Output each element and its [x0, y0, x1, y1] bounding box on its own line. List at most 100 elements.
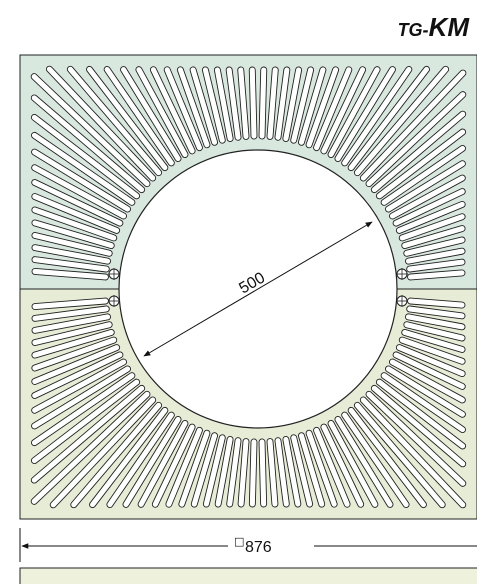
width-square-symbol: □ — [234, 535, 244, 548]
radial-slot — [313, 426, 351, 508]
radial-slot — [120, 66, 182, 162]
radial-slot — [226, 437, 242, 508]
radial-slot — [190, 432, 218, 508]
radial-slot — [365, 91, 467, 188]
radial-slot — [31, 164, 127, 220]
radial-slot — [266, 438, 279, 508]
radial-slot — [31, 336, 118, 372]
radial-slot — [213, 66, 234, 143]
radial-slot — [31, 231, 113, 257]
radial-slot — [31, 372, 136, 447]
product-code-prefix: TG- — [397, 20, 429, 40]
radial-slot — [258, 66, 268, 140]
radial-slot — [106, 411, 175, 508]
width-label: 876 — [245, 539, 272, 556]
radial-slot — [237, 66, 250, 140]
radial-slot — [305, 66, 340, 149]
bolt-hole-bottom-right — [396, 295, 408, 307]
radial-slot — [380, 144, 466, 206]
bolt-hole-top-left — [108, 268, 120, 280]
radial-slot — [385, 365, 466, 418]
radial-slot — [407, 269, 466, 281]
radial-slots — [30, 65, 467, 509]
radial-slot — [178, 429, 211, 508]
bolt-hole-bottom-left — [108, 295, 120, 307]
radial-slot — [103, 66, 175, 167]
radial-slot — [385, 160, 466, 213]
radial-slot — [66, 65, 163, 177]
radial-slot — [392, 188, 466, 227]
radial-slot — [305, 429, 338, 508]
radial-slot — [45, 65, 157, 182]
radial-slot — [398, 336, 466, 365]
radial-slot — [266, 66, 279, 140]
radial-slot — [31, 365, 131, 430]
radial-slot — [31, 313, 112, 334]
radial-slot — [404, 313, 466, 331]
radial-slot — [282, 66, 303, 143]
radial-slot — [406, 258, 466, 273]
radial-slot — [298, 66, 327, 146]
radial-slot — [30, 113, 141, 200]
radial-slot — [135, 66, 189, 158]
radial-slot — [395, 344, 466, 378]
radial-slot — [151, 423, 196, 508]
radial-slot — [406, 305, 466, 320]
radial-slot — [165, 426, 203, 508]
radial-slot — [248, 66, 258, 140]
radial-slot — [31, 321, 113, 347]
radial-slot — [375, 128, 467, 200]
radial-slot — [370, 384, 467, 468]
radial-slot — [327, 420, 379, 508]
radial-slot — [290, 66, 315, 144]
radial-slot — [31, 193, 121, 234]
radial-slot — [290, 434, 314, 508]
radial-slot — [122, 416, 182, 508]
radial-slot — [282, 435, 302, 508]
radial-slot — [31, 305, 110, 322]
product-code-title: TG-KM — [398, 14, 469, 40]
radial-slot — [404, 247, 466, 265]
radial-slot — [31, 244, 112, 265]
radial-slot — [334, 416, 394, 508]
radial-slot — [149, 66, 196, 155]
bolt-hole-top-right — [396, 268, 408, 280]
radial-slot — [274, 437, 290, 508]
radial-slot — [248, 438, 258, 508]
radial-slot — [201, 66, 226, 144]
radial-slot — [31, 148, 131, 213]
radial-slot — [389, 358, 466, 404]
product-code-main: KM — [428, 12, 469, 42]
radial-slot — [31, 351, 124, 399]
diameter-dimension-line — [143, 221, 373, 357]
radial-slot — [89, 406, 169, 509]
radial-slot — [341, 66, 413, 167]
radial-slot — [403, 321, 466, 342]
radial-slot — [176, 66, 211, 149]
radial-slot — [189, 66, 218, 146]
radial-slot — [31, 256, 110, 273]
radial-slot — [30, 390, 151, 505]
radial-slot — [214, 435, 234, 508]
radial-slot — [31, 206, 118, 242]
radial-slot — [313, 66, 353, 152]
radial-slot — [225, 66, 242, 141]
radial-slot — [353, 65, 450, 177]
radial-slot — [395, 200, 466, 234]
radial-slot — [31, 267, 109, 281]
radial-slot — [320, 66, 367, 155]
radial-slot — [31, 344, 121, 385]
radial-slot — [375, 378, 467, 450]
radial-slot — [31, 131, 136, 206]
radial-slot — [365, 390, 467, 487]
radial-slot — [163, 66, 203, 152]
radial-slot — [298, 432, 326, 508]
radial-slot — [31, 358, 127, 414]
radial-slot — [30, 378, 141, 465]
radial-slot — [341, 411, 410, 508]
radial-slot — [258, 438, 268, 508]
radial-slot — [370, 110, 467, 194]
radial-slot — [403, 236, 466, 257]
radial-slot — [274, 66, 291, 141]
